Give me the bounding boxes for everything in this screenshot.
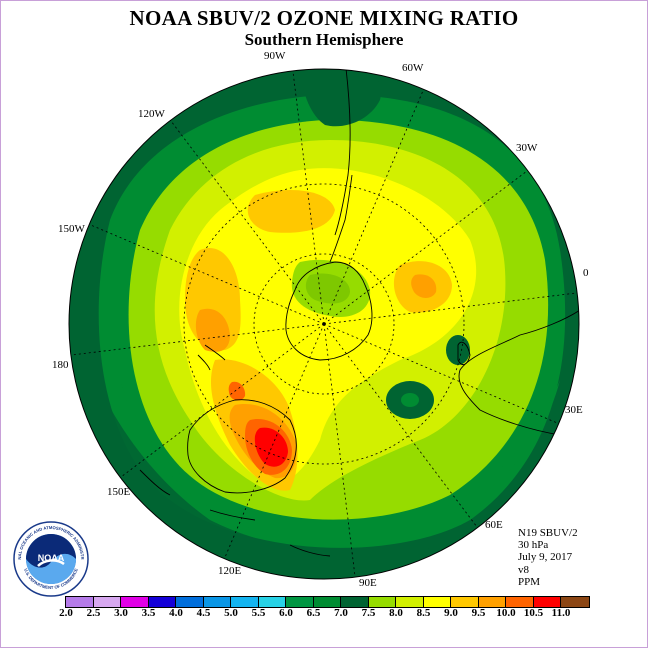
colorbar-cell bbox=[176, 597, 204, 607]
units-label: PPM bbox=[518, 575, 541, 588]
colorbar-tick-label: 11.0 bbox=[551, 607, 571, 619]
map-title: NOAA SBUV/2 OZONE MIXING RATIO bbox=[129, 6, 519, 30]
colorbar-cell bbox=[451, 597, 479, 607]
lon-label-30w: 30W bbox=[516, 142, 538, 154]
lon-label-60w: 60W bbox=[402, 62, 424, 74]
satellite-label: N19 SBUV/2 bbox=[518, 527, 578, 539]
colorbar-tick-label: 2.0 bbox=[59, 607, 73, 619]
colorbar-tick-label: 7.5 bbox=[361, 607, 376, 619]
colorbar-tick-label: 8.0 bbox=[389, 607, 403, 619]
colorbar-cell bbox=[121, 597, 149, 607]
colorbar-tick-label: 3.0 bbox=[114, 607, 128, 619]
colorbar-tick-label: 3.5 bbox=[141, 607, 156, 619]
colorbar-tick-label: 5.5 bbox=[251, 607, 266, 619]
noaa-logo: NOAA NATIONAL OCEANIC AND ATMOSPHERIC AD… bbox=[12, 520, 89, 597]
colorbar-tick-label: 4.5 bbox=[196, 607, 211, 619]
coastlines bbox=[139, 69, 579, 557]
colorbar-cell bbox=[258, 597, 286, 607]
colorbar-cell bbox=[423, 597, 451, 607]
colorbar-cell bbox=[313, 597, 341, 607]
lon-label-30e: 30E bbox=[565, 404, 583, 416]
logo-text: NOAA bbox=[38, 553, 65, 563]
latitude-circles bbox=[183, 183, 465, 465]
colorbar-tick-label: 7.0 bbox=[334, 607, 348, 619]
map-subtitle: Southern Hemisphere bbox=[244, 30, 404, 49]
info-block: N19 SBUV/2 30 hPa July 9, 2017 v8 PPM bbox=[518, 527, 578, 588]
lon-label-90e: 90E bbox=[359, 577, 377, 589]
lon-label-60e: 60E bbox=[485, 519, 503, 531]
colorbar-cell bbox=[286, 597, 314, 607]
colorbar-tick-label: 2.5 bbox=[86, 607, 101, 619]
colorbar-cell bbox=[506, 597, 534, 607]
colorbar-cell bbox=[231, 597, 259, 607]
pressure-level: 30 hPa bbox=[518, 539, 549, 552]
colorbar bbox=[65, 596, 590, 608]
colorbar-tick-label: 6.0 bbox=[279, 607, 293, 619]
colorbar-cell bbox=[203, 597, 231, 607]
colorbar-cell bbox=[396, 597, 424, 607]
colorbar-cell bbox=[533, 597, 561, 607]
colorbar-cell bbox=[148, 597, 176, 607]
colorbar-cell bbox=[478, 597, 506, 607]
colorbar-tick-label: 9.0 bbox=[444, 607, 458, 619]
colorbar-tick-label: 8.5 bbox=[416, 607, 431, 619]
colorbar-cell bbox=[341, 597, 369, 607]
lon-label-150e: 150E bbox=[107, 486, 131, 498]
lon-label-150w: 150W bbox=[58, 223, 85, 235]
colorbar-tick-label: 6.5 bbox=[306, 607, 321, 619]
lon-label-180: 180 bbox=[52, 359, 69, 371]
colorbar-cell bbox=[66, 597, 94, 607]
lon-label-0: 0 bbox=[583, 267, 589, 279]
colorbar-tick-label: 4.0 bbox=[169, 607, 183, 619]
colorbar-tick-label: 5.0 bbox=[224, 607, 238, 619]
version-label: v8 bbox=[518, 563, 529, 576]
map-boundary bbox=[68, 68, 580, 580]
date-label: July 9, 2017 bbox=[518, 551, 573, 564]
colorbar-tick-label: 9.5 bbox=[471, 607, 486, 619]
lon-label-120e: 120E bbox=[218, 565, 242, 577]
lon-label-120w: 120W bbox=[138, 108, 165, 120]
colorbar-tick-label: 10.0 bbox=[496, 607, 516, 619]
lon-label-90w: 90W bbox=[264, 50, 286, 62]
colorbar-cell bbox=[561, 597, 589, 607]
colorbar-cell bbox=[368, 597, 396, 607]
colorbar-tick-label: 10.5 bbox=[523, 607, 544, 619]
colorbar-cell bbox=[93, 597, 121, 607]
